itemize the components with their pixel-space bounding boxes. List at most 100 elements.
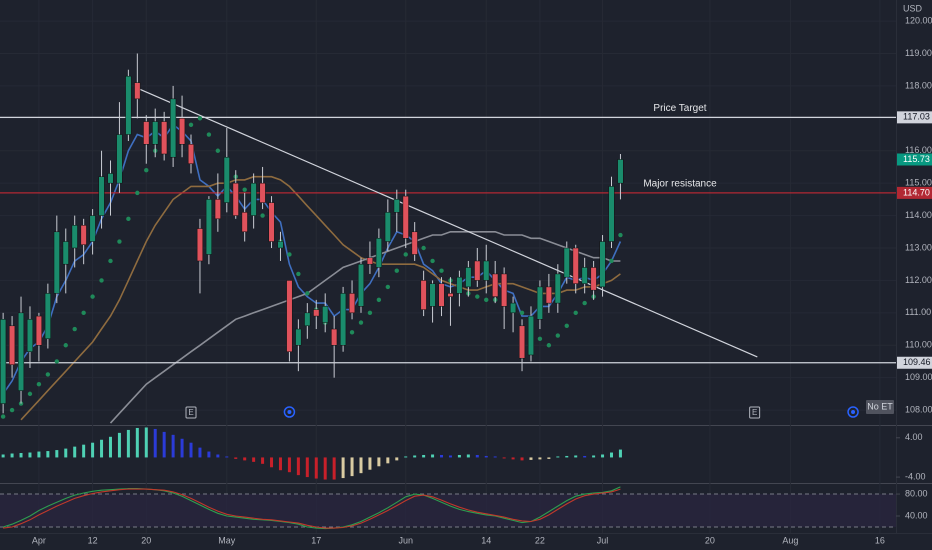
candle-body bbox=[62, 241, 69, 265]
histogram-bar bbox=[341, 457, 345, 479]
event-icon bbox=[185, 406, 197, 419]
band bbox=[0, 494, 896, 527]
event-icon bbox=[749, 406, 761, 419]
sar-dot bbox=[45, 372, 51, 377]
sar-dot bbox=[72, 326, 77, 332]
level-note: Major resistance bbox=[643, 179, 717, 190]
sar-dot bbox=[439, 268, 444, 273]
sar-dot bbox=[430, 258, 435, 264]
histogram-bar bbox=[547, 457, 551, 459]
histogram-bar bbox=[601, 454, 605, 458]
candle-body bbox=[411, 231, 418, 255]
candle-body bbox=[205, 199, 212, 255]
sar-dot bbox=[63, 343, 68, 348]
x-tick-label: 20 bbox=[705, 535, 715, 545]
dividend-icon bbox=[847, 406, 859, 418]
histogram-bar bbox=[135, 427, 139, 458]
histogram-bar bbox=[234, 457, 238, 459]
histogram-bar bbox=[216, 454, 220, 458]
x-tick-label: 17 bbox=[311, 535, 321, 545]
y-tick-label: 40.00 bbox=[905, 510, 928, 520]
candle-body bbox=[286, 280, 293, 352]
candle-body bbox=[599, 241, 606, 288]
candle-body bbox=[402, 195, 409, 239]
histogram-bar bbox=[592, 455, 596, 458]
histogram-bar bbox=[46, 451, 50, 458]
x-tick-label: Aug bbox=[782, 535, 798, 545]
sar-dot bbox=[394, 268, 399, 273]
histogram-bar bbox=[252, 457, 256, 462]
x-tick-label: Jun bbox=[398, 535, 413, 545]
histogram-bar bbox=[10, 453, 14, 458]
histogram-bar bbox=[377, 457, 381, 467]
histogram-bar bbox=[314, 457, 318, 479]
currency: USD bbox=[903, 3, 923, 13]
candle-body bbox=[340, 293, 347, 346]
candle-body bbox=[393, 199, 400, 213]
candle-body bbox=[268, 202, 275, 242]
dividend-icon-inner bbox=[851, 410, 856, 414]
candle-body bbox=[17, 312, 25, 391]
histogram-bar bbox=[162, 431, 166, 458]
sar-dot bbox=[546, 343, 552, 348]
histogram-bar bbox=[73, 446, 77, 458]
dividend-icon bbox=[283, 406, 296, 418]
sar-dot bbox=[403, 252, 408, 257]
candle-body bbox=[232, 182, 239, 216]
histogram-bar bbox=[19, 453, 23, 458]
histogram-bar bbox=[332, 457, 336, 480]
x-tick-label: Apr bbox=[32, 535, 46, 545]
level-label: 117.03 bbox=[903, 112, 930, 122]
y-tick-label: 116.00 bbox=[905, 145, 932, 155]
sar-dot bbox=[618, 232, 623, 238]
sar-dot bbox=[197, 116, 203, 121]
event-label: E bbox=[188, 408, 193, 417]
candle-body bbox=[465, 267, 472, 288]
x-tick-label: 16 bbox=[875, 535, 885, 545]
event-label: E bbox=[752, 408, 757, 417]
histogram-bar bbox=[64, 448, 68, 458]
histogram-bar bbox=[484, 455, 488, 458]
sar-dot bbox=[54, 359, 60, 364]
histogram-bar bbox=[323, 457, 327, 480]
oscillator-line bbox=[2, 486, 621, 530]
candle-body bbox=[35, 315, 42, 346]
histogram-bar bbox=[91, 442, 95, 458]
candle-body bbox=[447, 293, 454, 297]
histogram-bar bbox=[1, 454, 5, 458]
histogram-bar bbox=[153, 428, 157, 458]
x-tick-label: 14 bbox=[481, 535, 491, 545]
y-tick-label: 110.00 bbox=[905, 340, 932, 350]
sar-dot bbox=[260, 213, 265, 218]
level-label: 109.46 bbox=[903, 357, 931, 367]
histogram-bar bbox=[431, 454, 435, 458]
histogram-bar bbox=[556, 456, 560, 458]
y-tick-label: -4.00 bbox=[905, 471, 926, 481]
sar-dot bbox=[305, 291, 310, 296]
sar-dot bbox=[215, 148, 221, 153]
candle-body bbox=[501, 273, 508, 307]
histogram-bar bbox=[475, 454, 479, 458]
last-price-label: 115.73 bbox=[903, 154, 930, 164]
candle-body bbox=[518, 325, 526, 359]
candle-body bbox=[134, 82, 141, 100]
histogram-bar bbox=[466, 454, 470, 458]
candle-body bbox=[80, 225, 87, 246]
candle-body bbox=[161, 121, 168, 155]
sar-dot bbox=[242, 187, 247, 192]
level-label-box bbox=[897, 111, 932, 124]
histogram-bar bbox=[100, 439, 104, 458]
histogram-bar bbox=[207, 451, 211, 458]
histogram-bar bbox=[82, 444, 86, 458]
x-tick-label: 20 bbox=[141, 535, 151, 545]
candle-body bbox=[366, 257, 373, 265]
trendline bbox=[137, 87, 758, 358]
histogram-bar bbox=[144, 427, 148, 458]
sar-dot bbox=[537, 336, 543, 341]
sar-dot bbox=[188, 122, 194, 128]
candle-body bbox=[9, 325, 16, 365]
sar-dot bbox=[144, 167, 149, 173]
sar-dot bbox=[349, 330, 355, 335]
y-tick-label: 115.00 bbox=[905, 178, 932, 188]
level-label-box bbox=[897, 356, 932, 369]
